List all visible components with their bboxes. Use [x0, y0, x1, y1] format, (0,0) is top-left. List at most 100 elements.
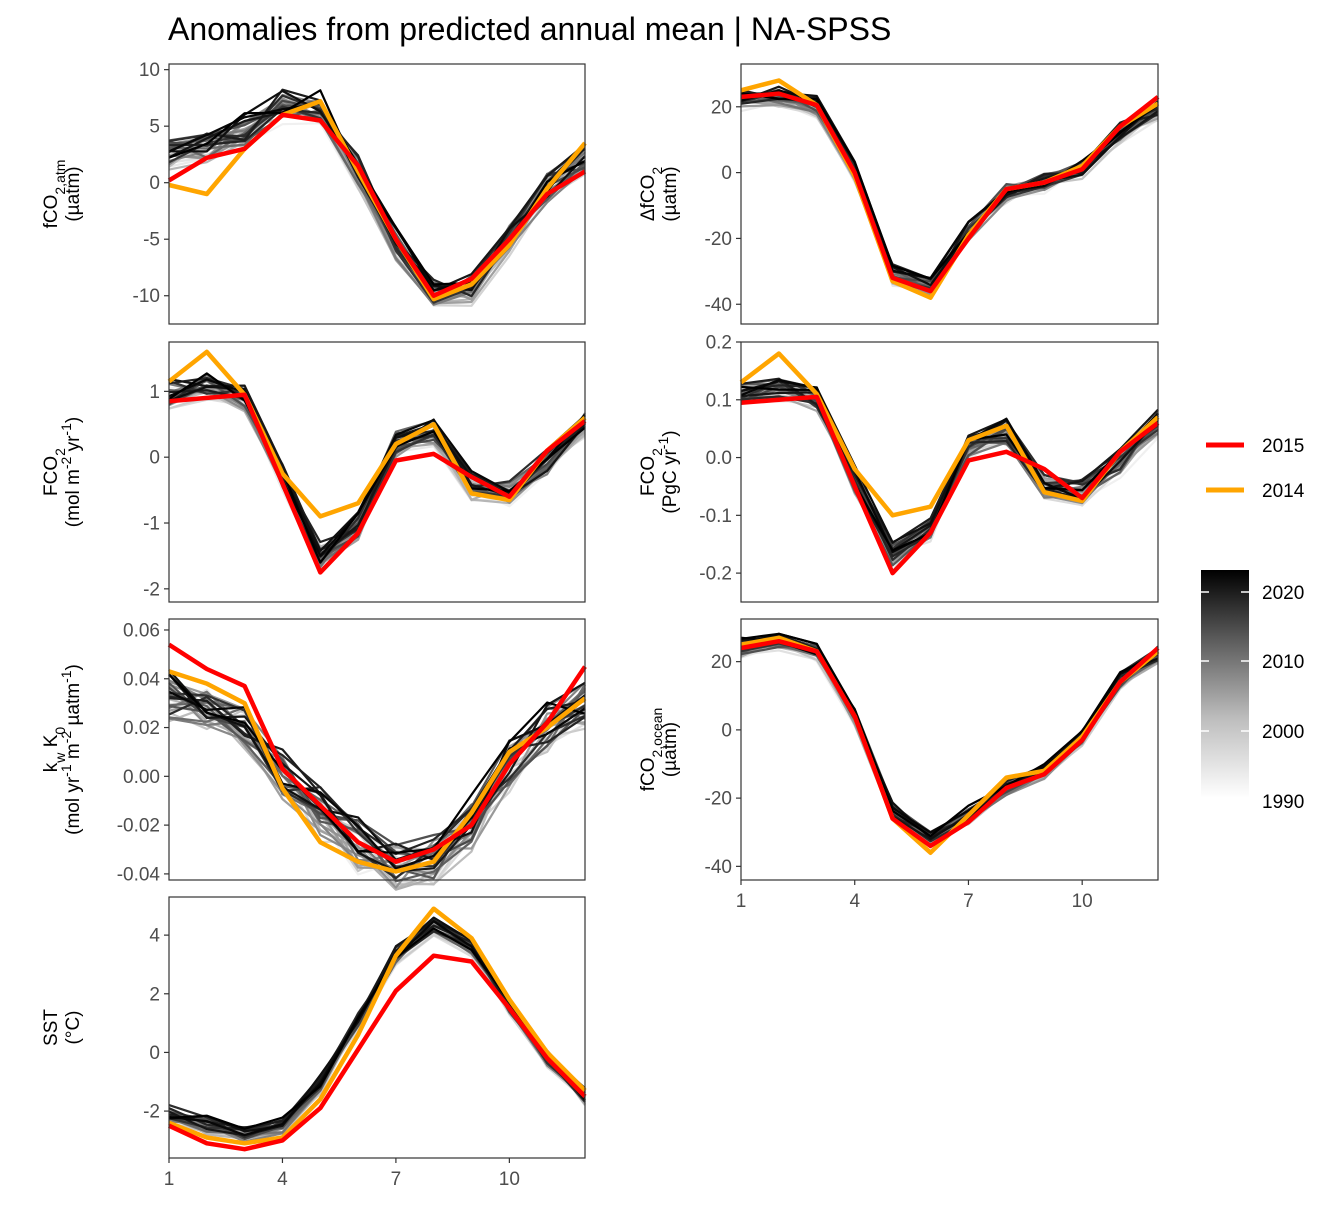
y-tick-label: -1: [143, 514, 160, 535]
series-line-2002: [740, 636, 1159, 841]
y-tick-label: 0: [149, 173, 160, 194]
y-tick-label: 2: [149, 984, 160, 1005]
y-axis-label-line: FCO2: [638, 448, 665, 496]
series-line-1993: [168, 933, 586, 1137]
y-axis-label: FCO2(mol m-2 yr-1): [41, 417, 84, 527]
series-line-2005: [168, 927, 586, 1143]
y-axis-label: fCO2,ocean(µatm): [638, 708, 681, 792]
series-line-1999: [740, 384, 1159, 552]
x-tick-label: 4: [849, 891, 860, 912]
y-axis-label-line: SST: [41, 1009, 62, 1046]
series-line-2019: [168, 88, 586, 291]
y-axis-label: FCO2(PgC yr-1): [638, 430, 681, 513]
y-tick-label: 0.02: [123, 718, 160, 739]
y-tick-label: 0.04: [123, 669, 160, 690]
series-line-2006: [168, 382, 586, 551]
x-tick-label: 7: [963, 891, 974, 912]
series-line-1998: [740, 635, 1159, 845]
series-line-1994: [740, 645, 1159, 842]
series-line-1990: [740, 635, 1159, 850]
series-line-1996: [740, 383, 1159, 553]
y-axis-label-line: (µatm): [63, 166, 84, 221]
y-tick-label: 0.00: [123, 767, 160, 788]
y-tick-label: 4: [149, 926, 160, 947]
panel-border: [740, 341, 1159, 603]
series-line-2018: [740, 635, 1159, 835]
panel-border: [168, 63, 586, 325]
series-line-1998: [168, 388, 586, 548]
y-tick-label: 0.1: [706, 390, 732, 411]
series-line-2015: [168, 392, 587, 575]
y-axis-label-line: FCO2: [41, 448, 68, 496]
y-tick-label: 0: [721, 720, 732, 741]
series-line-2013: [740, 634, 1159, 834]
x-tick-label: 7: [391, 1169, 402, 1190]
y-tick-label: -40: [705, 295, 732, 316]
panel-sst: 4 2 0 -2 1 4 7 10 SST (°C): [41, 896, 587, 1190]
background-year-lines: [168, 669, 586, 891]
y-tick-label: -0.02: [117, 816, 160, 837]
y-tick-label: -20: [705, 789, 732, 810]
series-line-2006: [740, 638, 1159, 847]
y-axis-label: SST (°C): [41, 1009, 84, 1046]
panel-border: [740, 618, 1159, 881]
y-tick-label: 10: [139, 60, 160, 81]
panel-fco2-atm: 10 5 0 -5 -10 fCO2,atm(µatm): [41, 60, 587, 325]
y-axis-label: fCO2,atm(µatm): [41, 160, 84, 229]
series-line-2007: [740, 637, 1159, 842]
y-axis-label-line: fCO2,atm: [41, 160, 68, 229]
series-line-2004: [740, 642, 1159, 836]
gradient-bar: [1201, 570, 1249, 798]
x-tick-label: 1: [164, 1169, 175, 1190]
y-tick-label: -0.04: [117, 864, 161, 885]
series-line-1995: [168, 933, 586, 1139]
series-line-2011: [740, 641, 1159, 837]
series-line-2010: [740, 382, 1159, 553]
series-line-1998: [740, 384, 1159, 550]
series-line-2022: [168, 378, 586, 557]
legend-label-2014: 2014: [1262, 481, 1305, 502]
series-line-1992: [168, 934, 586, 1138]
y-tick-label: -2: [143, 1102, 160, 1123]
y-tick-label: 0: [721, 163, 732, 184]
series-line-2005: [740, 641, 1159, 841]
series-line-2021: [168, 669, 586, 861]
panel-fco2-flux-mol: 1 0 -1 -2 FCO2(mol m-2 yr-1): [41, 341, 587, 603]
series-line-2020: [168, 673, 586, 873]
y-tick-label: -10: [133, 286, 160, 307]
series-line-2020: [740, 638, 1159, 841]
series-line-2010: [740, 633, 1159, 834]
y-tick-label: -0.2: [699, 564, 732, 585]
series-line-2019: [740, 633, 1159, 839]
y-axis-label-line: ΔfCO2: [638, 167, 665, 221]
y-tick-label: 1: [149, 382, 160, 403]
series-line-2013: [168, 686, 586, 860]
series-line-2010: [168, 930, 586, 1139]
x-tick-label: 10: [1072, 891, 1093, 912]
legend-highlight: 2015 2014: [1206, 436, 1305, 502]
y-axis-label-line: (µatm): [660, 166, 681, 221]
background-year-lines: [740, 632, 1159, 850]
y-tick-label: 0.2: [706, 333, 732, 354]
series-line-2016: [740, 642, 1159, 838]
y-tick-label: 20: [711, 97, 732, 118]
series-line-2014: [168, 669, 587, 874]
y-tick-label: -40: [705, 857, 732, 878]
x-tick-label: 4: [277, 1169, 288, 1190]
series-line-2023: [168, 89, 586, 286]
series-line-2016: [168, 379, 586, 555]
series-line-1993: [740, 640, 1159, 842]
series-line-2012: [740, 643, 1159, 839]
panel-fco2-flux-pg: 0.2 0.1 0.0 -0.1 -0.2 FCO2(PgC yr-1): [638, 333, 1160, 603]
panel-kw-k0: 0.06 0.04 0.02 0.00 -0.02 -0.04 kw K0(mol yr-1…: [41, 618, 587, 891]
gradient-label-1990: 1990: [1262, 792, 1304, 813]
y-axis-label-line: kw K0: [41, 727, 68, 773]
panel-border: [168, 618, 586, 881]
series-line-2021: [740, 91, 1159, 287]
y-tick-label: 20: [711, 652, 732, 673]
series-line-2021: [740, 632, 1159, 840]
y-tick-label: -2: [143, 579, 160, 600]
series-line-2015: [167, 642, 587, 864]
panel-border: [168, 341, 586, 603]
y-tick-label: -20: [705, 229, 732, 250]
